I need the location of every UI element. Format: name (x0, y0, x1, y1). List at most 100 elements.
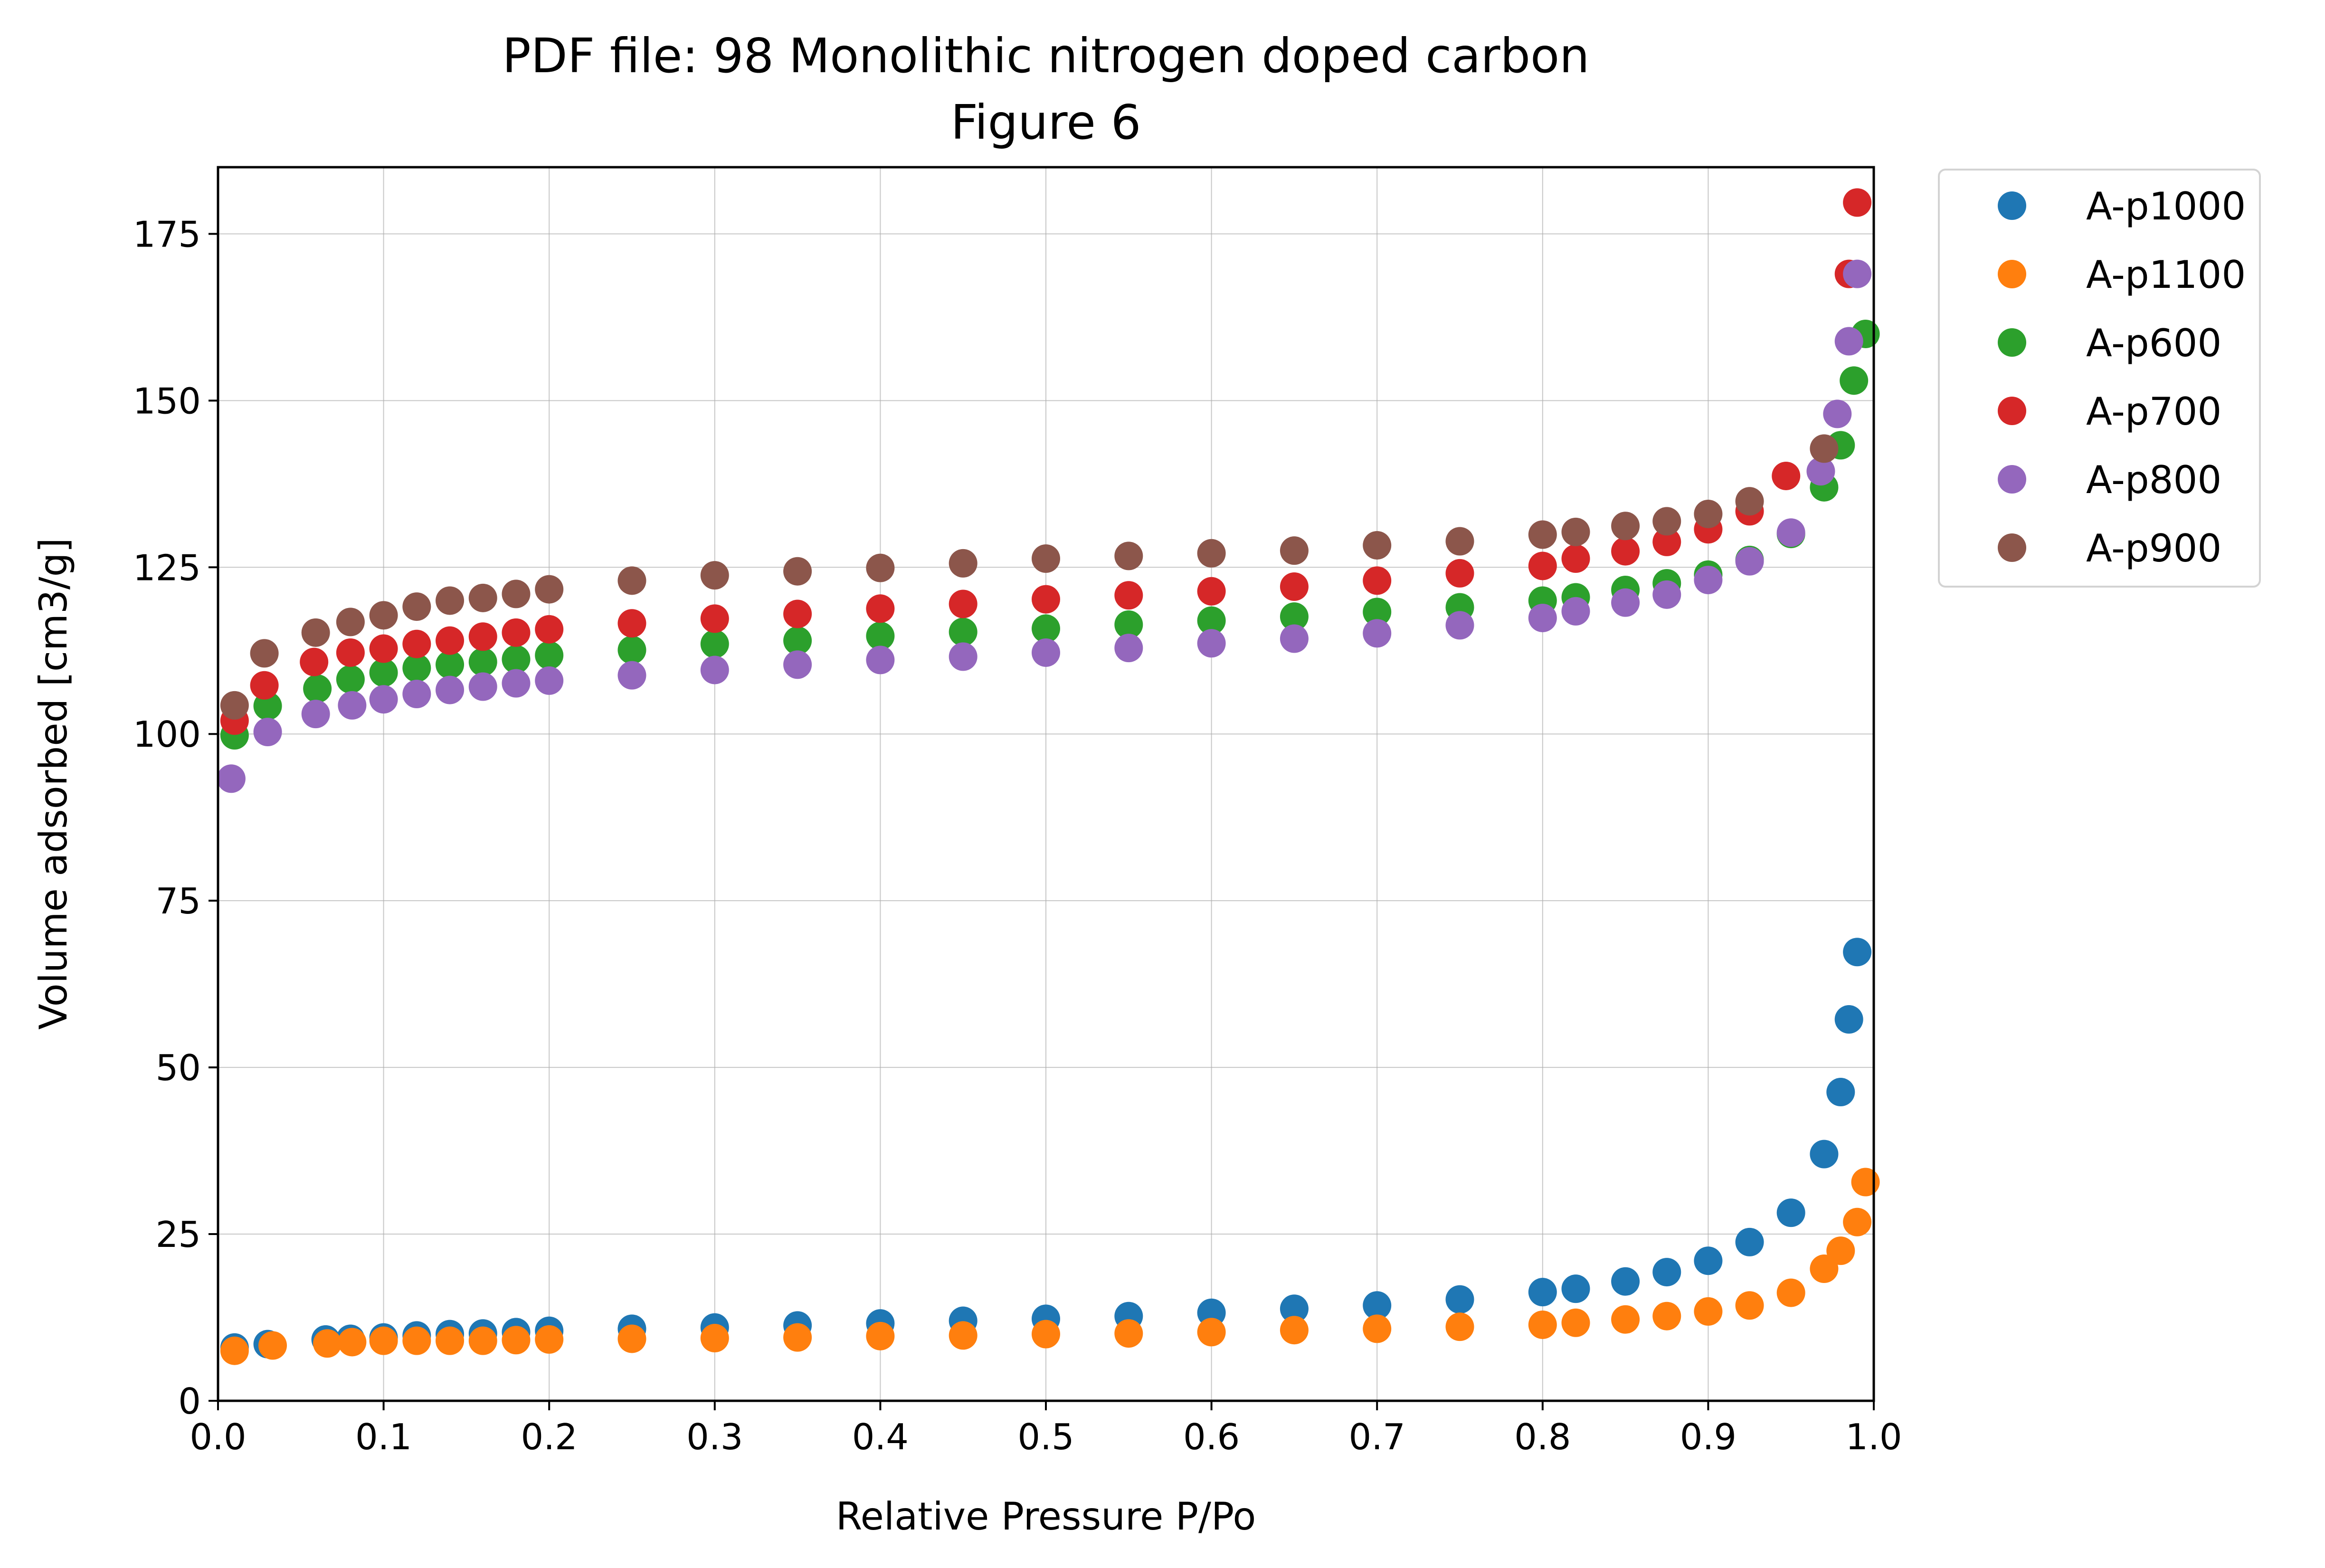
data-point (468, 647, 497, 676)
data-point (1611, 1267, 1640, 1296)
data-point (949, 549, 977, 578)
data-point (949, 618, 977, 646)
data-point (700, 1324, 729, 1353)
legend-label: A-p800 (2086, 458, 2221, 502)
data-point (338, 691, 367, 720)
data-point (1032, 614, 1060, 643)
y-tick-label: 25 (156, 1214, 201, 1255)
data-point (1694, 499, 1723, 528)
data-point (502, 580, 531, 608)
data-point (1823, 399, 1852, 428)
data-point (1843, 1207, 1872, 1236)
data-point (369, 601, 398, 630)
data-point (1810, 1140, 1839, 1169)
x-tick-label: 0.9 (1680, 1416, 1737, 1458)
data-point (700, 604, 729, 633)
data-point (1445, 559, 1474, 588)
data-point (300, 647, 329, 676)
data-point (502, 618, 531, 647)
data-point (1776, 1198, 1805, 1227)
y-axis-label: Volume adsorbed [cm3/g] (31, 538, 76, 1029)
data-point (1197, 577, 1226, 606)
data-point (1840, 366, 1869, 395)
data-point (1834, 1005, 1863, 1034)
data-point (250, 639, 279, 668)
data-point (402, 592, 431, 621)
data-point (1032, 638, 1060, 667)
data-point (336, 638, 365, 667)
x-tick-label: 0.7 (1349, 1416, 1405, 1458)
data-point (1694, 1297, 1723, 1326)
data-point (303, 674, 332, 703)
data-point (250, 671, 279, 700)
data-point (1561, 597, 1590, 626)
data-point (1694, 565, 1723, 594)
data-point (402, 629, 431, 658)
data-point (949, 1321, 977, 1350)
legend-label: A-p1100 (2086, 253, 2246, 297)
data-point (1652, 580, 1681, 609)
data-point (866, 646, 895, 675)
data-point (1826, 1236, 1855, 1265)
data-point (1561, 544, 1590, 573)
data-point (1834, 327, 1863, 356)
data-point (1280, 1316, 1309, 1345)
data-point (1363, 531, 1392, 560)
data-point (502, 669, 531, 698)
data-point (1197, 629, 1226, 658)
data-point (1528, 551, 1557, 580)
chart-subtitle: Figure 6 (951, 95, 1141, 150)
data-point (1843, 259, 1872, 288)
data-point (1735, 487, 1764, 516)
data-point (1735, 547, 1764, 576)
data-point (535, 1325, 564, 1354)
data-point (1772, 461, 1801, 490)
data-point (866, 553, 895, 582)
data-point (617, 609, 646, 638)
chart-title: PDF file: 98 Monolithic nitrogen doped c… (502, 28, 1589, 84)
data-point (1652, 1258, 1681, 1287)
series-A-p1100 (220, 1168, 1880, 1365)
data-point (468, 583, 497, 612)
data-point (700, 629, 729, 658)
legend-marker (1998, 328, 2026, 357)
data-point (313, 1329, 342, 1358)
data-point (336, 608, 365, 637)
legend-marker (1998, 465, 2026, 494)
legend-label: A-p1000 (2086, 184, 2246, 228)
data-point (1561, 1274, 1590, 1303)
data-point (301, 618, 330, 647)
data-point (783, 650, 812, 679)
data-point (700, 561, 729, 590)
data-point (1810, 434, 1839, 463)
data-point (1445, 611, 1474, 640)
data-point (436, 675, 465, 704)
data-point (1032, 1320, 1060, 1349)
data-point (1611, 1305, 1640, 1334)
data-point (535, 615, 564, 644)
x-tick-label: 0.6 (1183, 1416, 1240, 1458)
data-point (1528, 520, 1557, 549)
series-A-p600 (220, 319, 1880, 750)
legend-label: A-p700 (2086, 390, 2221, 434)
data-point (1776, 518, 1805, 547)
legend-marker (1998, 397, 2026, 425)
data-point (1694, 1246, 1723, 1275)
legend-box (1938, 169, 2261, 588)
legend: A-p1000 A-p1100 A-p600 A-p700 A-p800 A-p900 (1938, 169, 2261, 588)
data-point (502, 1326, 531, 1355)
data-point (220, 691, 249, 720)
legend-label: A-p600 (2086, 321, 2221, 365)
y-tick-label: 175 (133, 213, 201, 255)
data-point (436, 650, 465, 679)
data-point (468, 672, 497, 701)
x-axis-label: Relative Pressure P/Po (836, 1494, 1256, 1539)
x-tick-label: 0.2 (521, 1416, 578, 1458)
data-point (1652, 527, 1681, 556)
data-point (1445, 1285, 1474, 1314)
data-point (617, 1324, 646, 1353)
data-point (1528, 1310, 1557, 1339)
y-tick-label: 50 (156, 1047, 201, 1089)
y-tick-label: 0 (178, 1380, 201, 1422)
data-point (1561, 517, 1590, 546)
